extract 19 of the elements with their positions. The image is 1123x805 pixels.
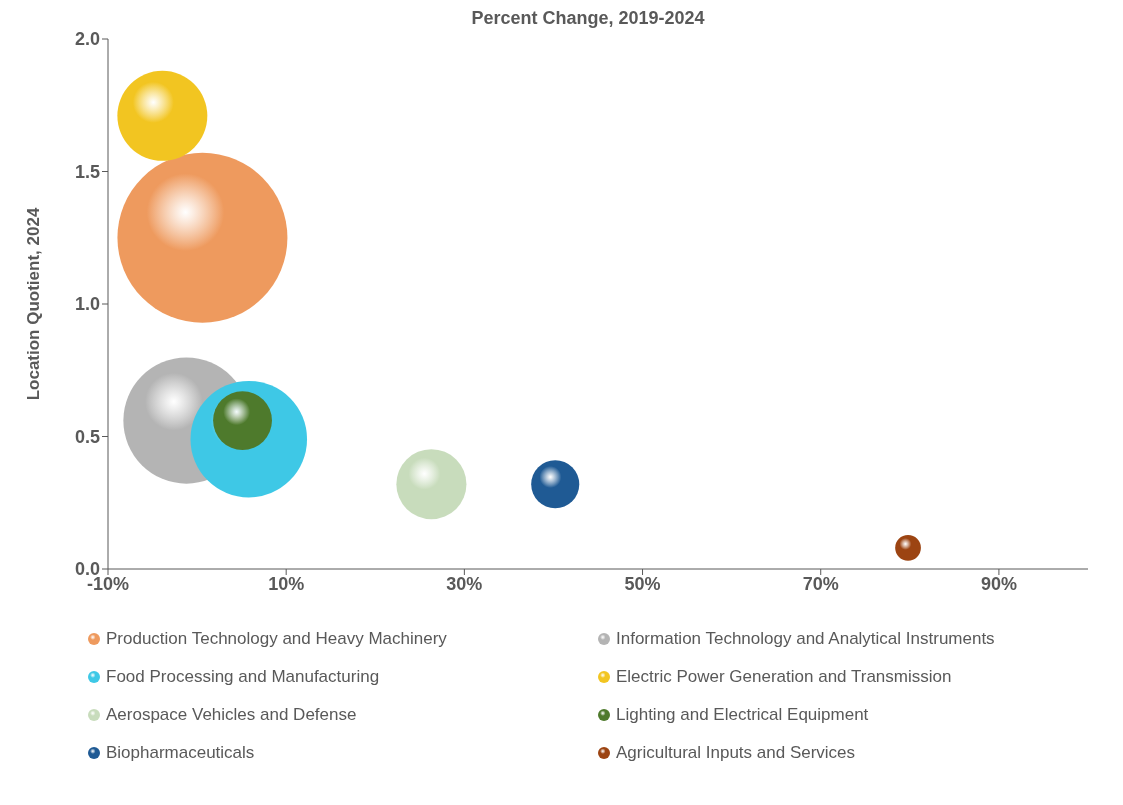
- legend-label: Information Technology and Analytical Instruments: [616, 629, 995, 649]
- legend-label: Production Technology and Heavy Machinery: [106, 629, 447, 649]
- y-tick-label: 2.0: [74, 29, 100, 50]
- chart-title: Percent Change, 2019-2024: [470, 8, 706, 29]
- legend-label: Agricultural Inputs and Services: [616, 743, 856, 763]
- y-tick-label: 1.5: [74, 161, 100, 182]
- x-tick-label: 50%: [624, 573, 661, 594]
- legend-label: Electric Power Generation and Transmission: [616, 667, 952, 687]
- legend-label: Lighting and Electrical Equipment: [616, 705, 869, 725]
- x-tick-label: 70%: [802, 573, 839, 594]
- y-axis-title: Location Quotient, 2024: [24, 207, 44, 401]
- legend-label: Food Processing and Manufacturing: [106, 667, 380, 687]
- x-tick-label: 10%: [268, 573, 305, 594]
- x-tick-label: 30%: [446, 573, 483, 594]
- legend-label: Aerospace Vehicles and Defense: [106, 705, 357, 725]
- y-tick-label: 0.5: [74, 426, 100, 447]
- y-tick-label: 1.0: [74, 294, 100, 315]
- legend-label: Biopharmaceuticals: [106, 743, 255, 763]
- x-tick-label: 90%: [980, 573, 1017, 594]
